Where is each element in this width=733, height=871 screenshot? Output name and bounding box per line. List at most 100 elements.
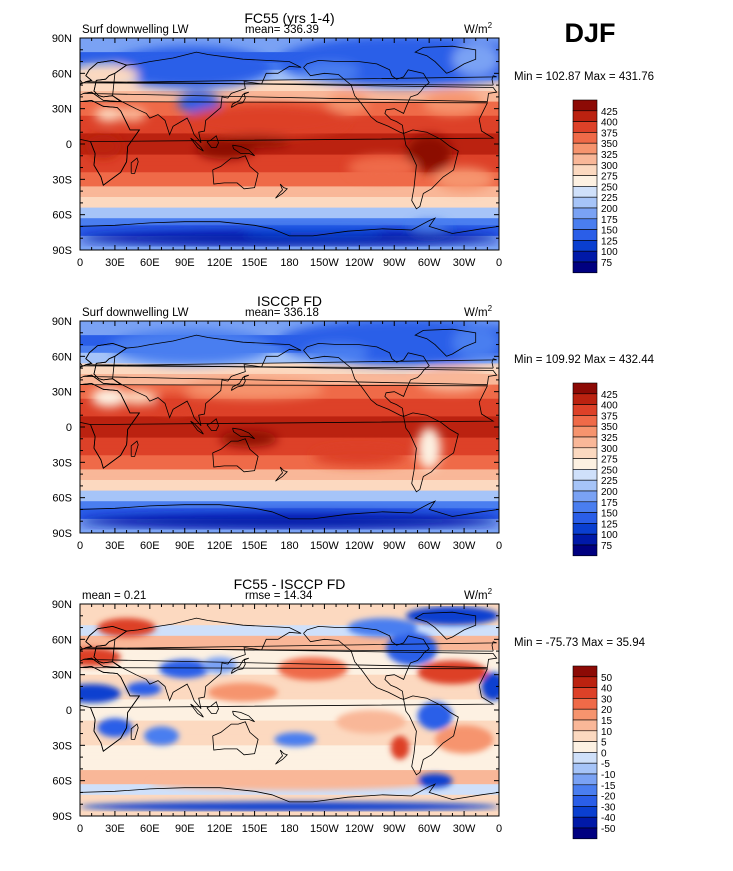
- field-band: [80, 101, 499, 106]
- field-band: [80, 83, 499, 89]
- field-anomaly: [196, 138, 255, 160]
- colorbar-swatch: [572, 250, 598, 263]
- variable-label: Surf downwelling LW: [82, 307, 189, 319]
- colorbar-swatch: [572, 175, 598, 187]
- field-band: [80, 685, 499, 690]
- colorbar-swatch: [572, 393, 598, 405]
- colorbar-label: -10: [601, 770, 616, 781]
- x-tick-label: 90E: [175, 540, 195, 552]
- coastline-antarctica: [80, 500, 499, 520]
- colorbar-swatch: [572, 153, 598, 166]
- coastline-africa-wrap: [80, 382, 141, 469]
- colorbar-swatch: [572, 806, 598, 818]
- colorbar-label: 100: [601, 530, 618, 541]
- field-anomaly: [417, 773, 453, 788]
- colorbar-label: 40: [601, 684, 613, 695]
- coastline-uk: [82, 641, 497, 652]
- x-tick-label: 60E: [140, 257, 160, 269]
- coastline-uk-wrap: [80, 362, 83, 367]
- units-base: W/m: [464, 307, 488, 319]
- coastline-uk: [82, 75, 497, 86]
- field-anomaly: [97, 618, 156, 637]
- field-band: [80, 494, 499, 499]
- y-tick-label: 0: [66, 422, 72, 434]
- field-band: [80, 692, 499, 697]
- field-band: [80, 189, 499, 195]
- field-band: [80, 352, 499, 357]
- field-band: [80, 487, 499, 492]
- x-tick-label: 150E: [242, 257, 268, 269]
- field-plot: [80, 38, 499, 250]
- field-anomaly: [120, 390, 156, 405]
- y-tick-label: 60N: [52, 351, 72, 363]
- field-band: [80, 458, 499, 463]
- coastline-newguinea: [232, 144, 255, 157]
- field-anomaly: [434, 725, 494, 754]
- units-base: W/m: [464, 590, 488, 602]
- field-anomaly: [118, 107, 147, 122]
- colorbar-label: 425: [601, 107, 618, 118]
- coastline-uk-wrap: [80, 79, 83, 84]
- field-band: [80, 490, 499, 495]
- x-tick-label: 180: [280, 823, 298, 835]
- colorbar: 4254003753503253002752502252001751501251…: [572, 382, 618, 557]
- field-band: [80, 182, 499, 187]
- colorbar-swatch: [572, 121, 598, 133]
- field-band: [80, 402, 499, 407]
- rmse-label: rmse = 14.34: [245, 590, 313, 602]
- panel-title: FC55 - ISCCP FD: [234, 576, 346, 592]
- field-anomaly: [80, 801, 499, 812]
- colorbar-label: 125: [601, 519, 618, 530]
- colorbar-label: 225: [601, 476, 618, 487]
- units-exponent: 2: [488, 304, 493, 313]
- coastlines: [80, 328, 499, 520]
- field-anomaly: [184, 379, 325, 399]
- field-band: [80, 416, 499, 421]
- colorbar-swatch: [572, 544, 598, 557]
- colorbar-label: -5: [601, 759, 610, 770]
- field-band: [80, 193, 499, 198]
- coastline-australia: [212, 438, 259, 473]
- colorbar-swatch: [572, 687, 598, 699]
- y-tick-label: 90N: [52, 316, 72, 328]
- field-band: [80, 759, 499, 764]
- coastline-namerica: [303, 342, 430, 417]
- field-band: [80, 165, 499, 170]
- colorbar-swatch: [572, 229, 598, 241]
- field-band: [80, 430, 499, 435]
- field-anomaly: [159, 659, 211, 679]
- colorbar-label: 400: [601, 401, 618, 412]
- colorbar-label: -40: [601, 813, 616, 824]
- coastlines: [80, 45, 499, 237]
- colorbar-swatch: [572, 533, 598, 546]
- colorbar-label: 350: [601, 139, 618, 150]
- colorbar-swatch: [572, 142, 598, 155]
- coastline-namerica: [303, 59, 430, 134]
- x-tick-label: 180: [280, 540, 298, 552]
- mean-label: mean= 336.18: [245, 307, 319, 319]
- field-band: [80, 211, 499, 216]
- colorbar-swatch: [572, 261, 598, 274]
- field-anomaly: [85, 134, 121, 159]
- field-band: [80, 158, 499, 163]
- field-anomaly: [312, 447, 406, 466]
- y-tick-label: 30N: [52, 104, 72, 116]
- coastline-nz: [275, 466, 288, 482]
- x-tick-label: 0: [77, 823, 83, 835]
- colorbar-label: 5: [601, 738, 607, 749]
- coastline-madagascar: [130, 440, 139, 457]
- panel-2: ISCCP FD Surf downwelling LW mean= 336.18 W…: [52, 293, 655, 557]
- colorbar-swatch: [572, 512, 598, 524]
- field-band: [80, 448, 499, 453]
- colorbar-label: 275: [601, 172, 618, 183]
- field-band: [80, 798, 499, 803]
- field-band: [80, 151, 499, 156]
- mean-label: mean= 336.39: [245, 24, 319, 36]
- colorbar-label: 250: [601, 182, 618, 193]
- field-anomaly: [80, 512, 499, 530]
- field-band: [80, 465, 499, 470]
- field-band: [80, 472, 499, 478]
- field-anomaly: [347, 618, 418, 637]
